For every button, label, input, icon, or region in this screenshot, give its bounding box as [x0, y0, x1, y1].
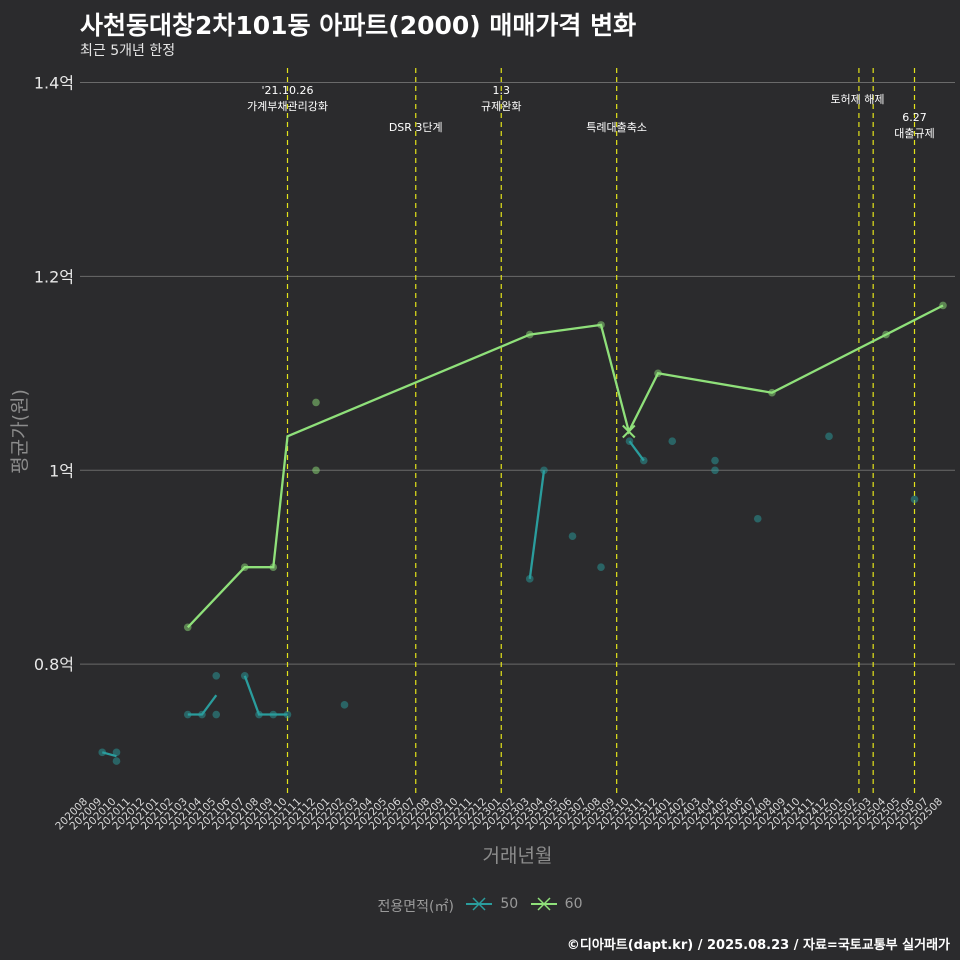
event-label-6-0: 6.27	[902, 111, 927, 124]
event-label-3-0: 특례대출축소	[586, 121, 647, 134]
series-60-line-0	[186, 304, 944, 629]
series-50-line-3	[528, 470, 546, 579]
series-50-point-16	[625, 437, 634, 445]
y-axis-title: 평균가(원)	[9, 389, 31, 474]
series-50-point-5	[212, 671, 221, 680]
series-50-point-14	[568, 532, 577, 540]
series-60-point-0	[183, 623, 192, 632]
series-50-line-2	[243, 675, 288, 716]
legend-label-50: 50	[500, 896, 519, 912]
series-50-point-9	[269, 710, 278, 719]
chart-subtitle: 최근 5개년 한정	[80, 43, 176, 59]
series-50-point-11	[340, 701, 349, 709]
event-label-5-0: 토허제 해제	[830, 92, 884, 106]
series-50-point-7	[240, 671, 249, 680]
series-60-point-4	[312, 466, 320, 475]
series-60-point-6	[597, 321, 605, 329]
series-50-point-19	[711, 456, 719, 465]
y-tick-label-0: 0.8억	[34, 655, 74, 674]
series-60-point-3	[312, 398, 320, 407]
x-axis-title: 거래년월	[483, 845, 553, 867]
series-50-point-13	[540, 466, 548, 475]
y-tick-label-2: 1.2억	[34, 267, 74, 286]
series-50-point-0	[98, 748, 107, 757]
series-50-point-8	[255, 710, 263, 719]
series-50-point-3	[183, 710, 192, 719]
event-label-0-1: 가계부채관리강화	[247, 100, 328, 113]
series-50-line-4	[628, 440, 645, 462]
y-tick-label-1: 1억	[49, 461, 74, 480]
series-50-point-4	[198, 710, 206, 719]
series-50-point-15	[597, 563, 605, 572]
event-label-2-1: 규제완화	[481, 100, 521, 113]
event-label-1-0: DSR 3단계	[389, 121, 443, 134]
legend-item-50: 50	[464, 896, 518, 912]
series-50-point-23	[910, 495, 919, 504]
event-label-6-1: 대출규제	[894, 127, 934, 140]
series-50-point-6	[212, 710, 221, 719]
event-label-0-0: '21.10.26	[261, 84, 313, 97]
series-60-cross-0	[622, 424, 636, 439]
series-60-point-5	[525, 330, 534, 339]
series-50-point-20	[711, 466, 719, 475]
series-60-point-2	[269, 563, 278, 572]
series-60-point-1	[240, 563, 249, 572]
series-50-point-17	[639, 456, 648, 465]
series-50-point-22	[825, 432, 833, 441]
series-60-point-10	[939, 301, 947, 310]
series-50-point-18	[668, 437, 677, 445]
legend-label-60: 60	[564, 896, 583, 912]
chart-title: 사천동대창2차101동 아파트(2000) 매매가격 변화	[80, 11, 637, 40]
legend-key-60	[530, 897, 557, 911]
legend-title: 전용면적(㎡)	[377, 899, 454, 915]
series-50-point-10	[283, 710, 292, 719]
series-60-point-7	[654, 369, 662, 378]
legend-item-60: 60	[529, 896, 583, 912]
series-50-point-12	[525, 575, 534, 583]
footer-credit: ©디아파트(dapt.kr) / 2025.08.23 / 자료=국토교통부 실…	[566, 938, 950, 953]
series-60-point-8	[768, 388, 776, 397]
legend-key-50	[466, 897, 493, 911]
series-50-point-2	[112, 757, 121, 765]
series-50-point-21	[753, 514, 762, 523]
series-50-point-1	[112, 748, 121, 757]
series-60-point-9	[882, 330, 890, 339]
legend: 전용면적(㎡) 50 60	[0, 896, 960, 916]
y-tick-label-3: 1.4억	[34, 74, 74, 93]
event-label-2-0: 1.3	[493, 84, 511, 97]
